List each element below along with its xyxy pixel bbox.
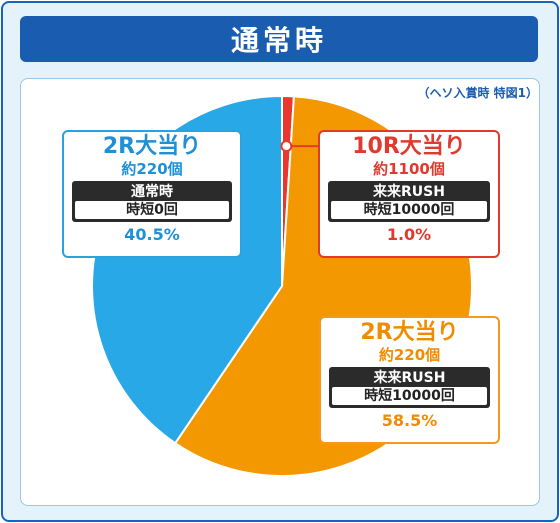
slice-mode: 通常時 [131,184,173,200]
slice-percent: 1.0% [386,225,432,244]
slice-label-2r-normal: 2R大当り 約220個 通常時 時短0回 40.5% [62,130,242,258]
slice-mode-box: 来来RUSH 時短10000回 [328,181,490,222]
slice-percent: 40.5% [124,225,180,244]
slice-mode: 来来RUSH [373,370,446,386]
chart-note: （ヘソ入賞時 特図1） [417,86,538,100]
slice-label-10r-rush: 10R大当り 約1100個 来来RUSH 時短10000回 1.0% [318,130,500,258]
slice-prize: 約220個 [378,346,441,364]
chart-title: 通常時 [20,16,538,62]
slice-name: 10R大当り [352,134,466,159]
slice-prize: 約1100個 [373,160,445,178]
leader-dot-10r [280,140,293,153]
slice-label-2r-rush: 2R大当り 約220個 来来RUSH 時短10000回 58.5% [319,316,500,444]
slice-mode: 来来RUSH [373,184,445,200]
slice-prize: 約220個 [121,160,183,178]
slice-percent: 58.5% [381,411,438,430]
slice-name: 2R大当り [360,320,459,345]
slice-mode-box: 来来RUSH 時短10000回 [329,367,490,408]
slice-mode-box: 通常時 時短0回 [72,181,232,222]
slice-jitan: 時短10000回 [331,201,487,219]
slice-jitan: 時短0回 [75,201,229,219]
slice-name: 2R大当り [102,134,202,159]
slice-jitan: 時短10000回 [332,387,487,405]
